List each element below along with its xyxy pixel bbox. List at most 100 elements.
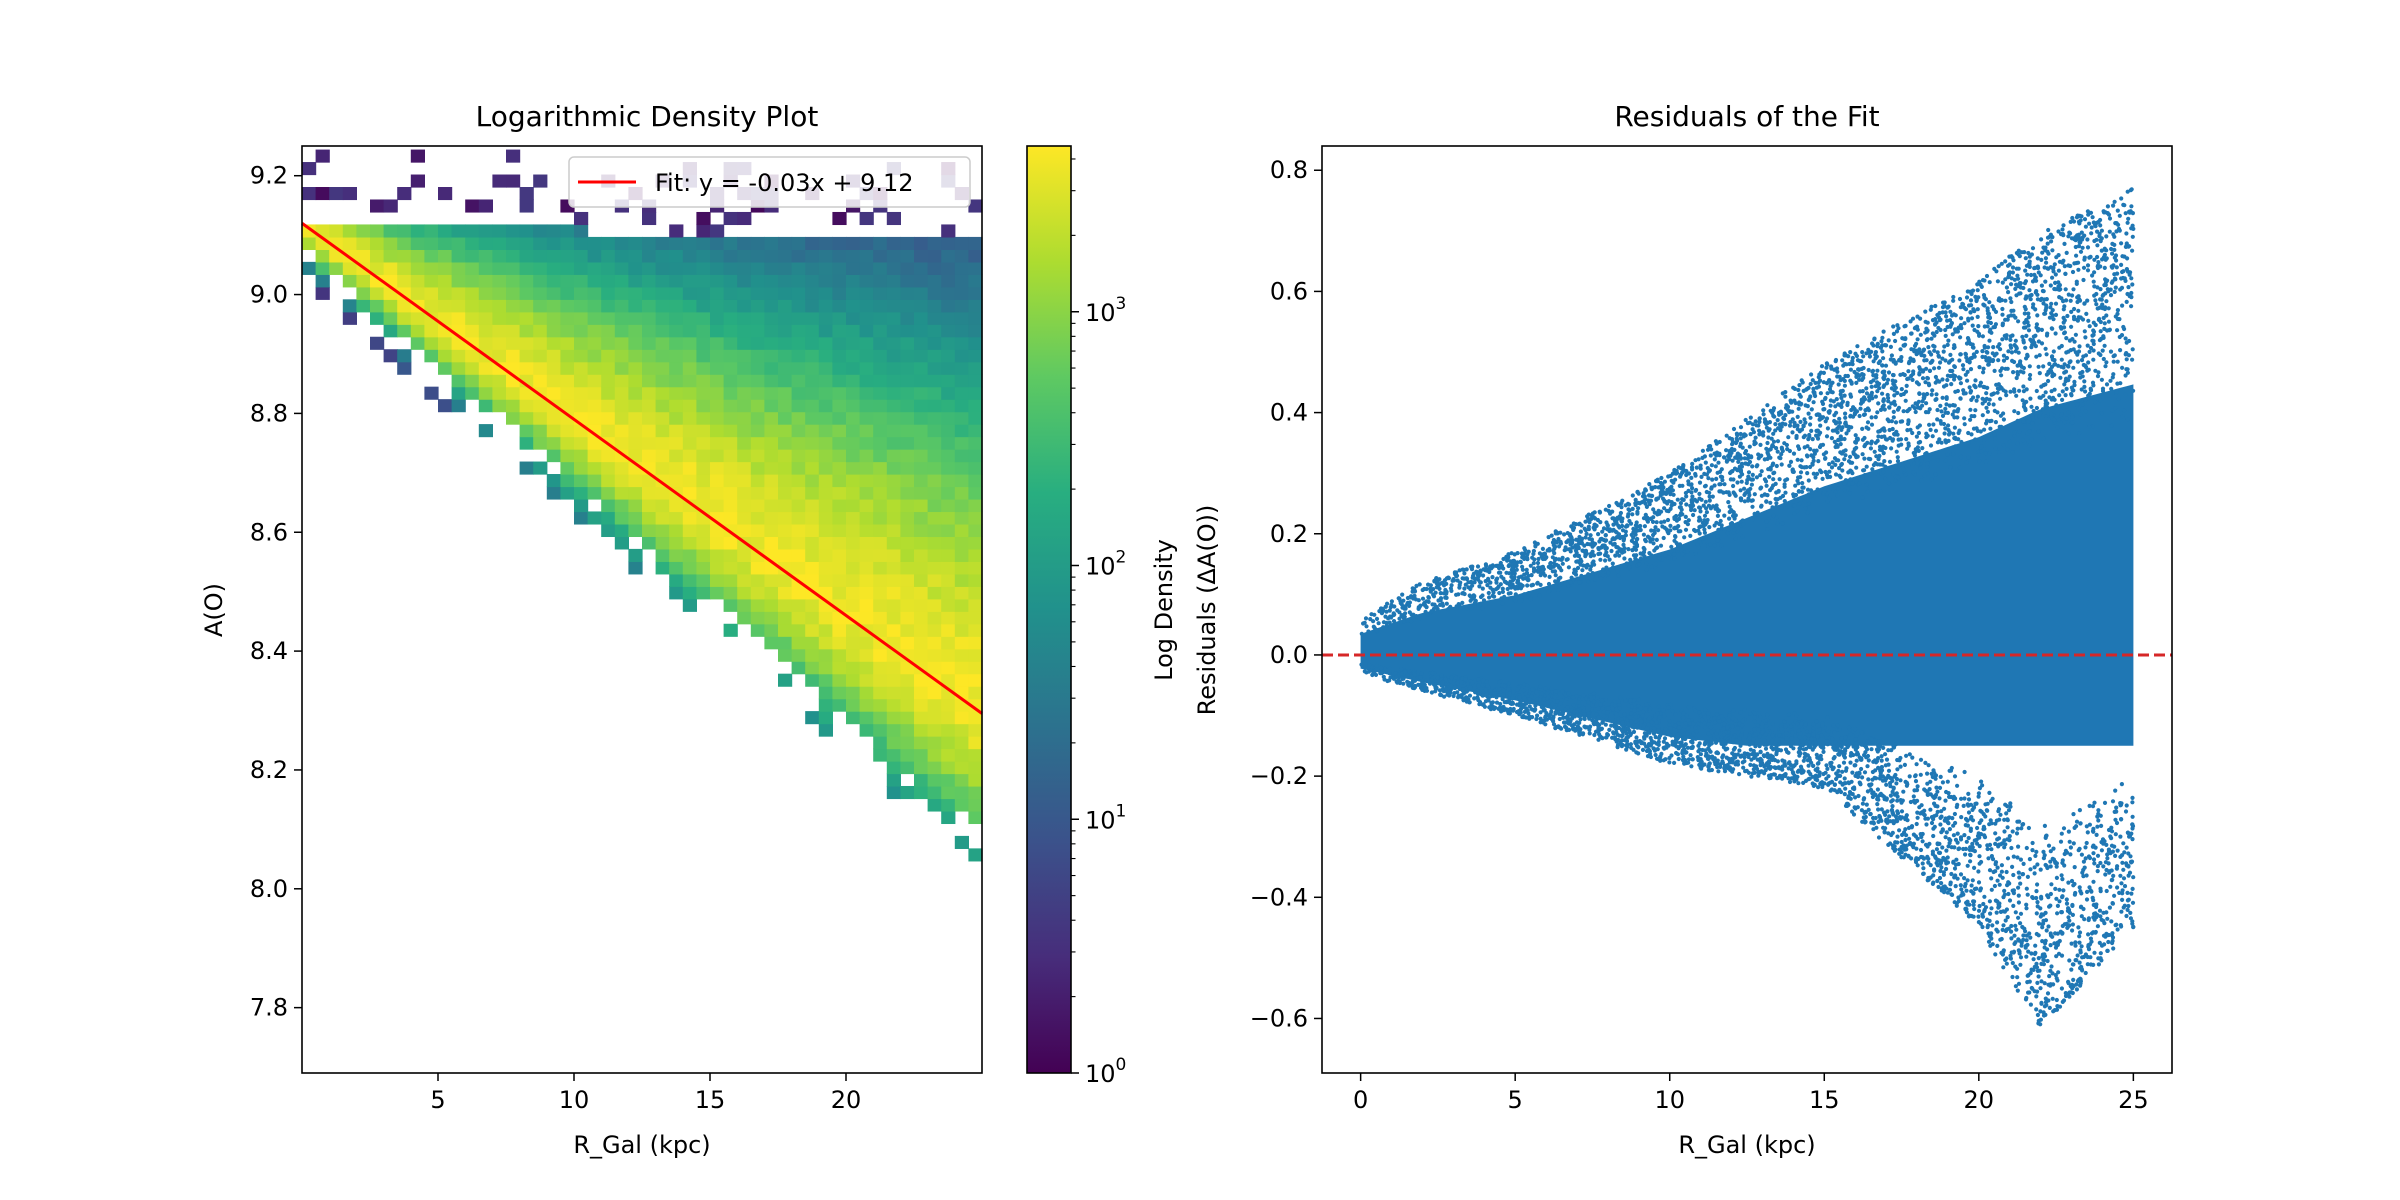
residual-point bbox=[1507, 711, 1512, 716]
residual-point bbox=[1920, 861, 1925, 866]
residual-point bbox=[1995, 878, 2000, 883]
residual-point bbox=[2011, 370, 2016, 375]
density-cell bbox=[438, 187, 453, 201]
residual-point bbox=[1591, 699, 1597, 704]
density-cell bbox=[696, 274, 711, 288]
residual-point bbox=[1467, 693, 1473, 698]
residual-point bbox=[1464, 606, 1469, 611]
density-cell bbox=[315, 286, 330, 300]
residual-point bbox=[1672, 556, 1677, 561]
residual-point bbox=[2034, 889, 2039, 894]
density-cell bbox=[900, 561, 915, 575]
residual-point bbox=[1935, 350, 1940, 355]
density-cell bbox=[519, 224, 534, 238]
density-cell bbox=[900, 236, 915, 250]
residual-point bbox=[1720, 478, 1725, 483]
density-cell bbox=[696, 436, 711, 450]
residual-point bbox=[1846, 739, 1851, 744]
density-cell bbox=[791, 636, 806, 650]
density-cell bbox=[410, 336, 425, 350]
density-cell bbox=[669, 336, 684, 350]
residual-point bbox=[1713, 464, 1718, 469]
residual-point bbox=[1633, 497, 1638, 502]
density-cell bbox=[655, 349, 670, 363]
density-cell bbox=[750, 548, 765, 562]
residual-point bbox=[2021, 384, 2026, 389]
density-cell bbox=[614, 374, 629, 388]
density-cell bbox=[342, 274, 357, 288]
residual-point bbox=[2130, 800, 2135, 805]
density-cell bbox=[601, 311, 616, 325]
density-cell bbox=[954, 561, 969, 575]
residual-point bbox=[1490, 593, 1495, 599]
residual-point bbox=[1994, 910, 1999, 915]
density-cell bbox=[941, 598, 956, 612]
density-cell bbox=[546, 436, 561, 450]
density-cell bbox=[954, 785, 969, 800]
density-cell bbox=[465, 336, 480, 350]
density-cell bbox=[818, 336, 833, 350]
density-cell bbox=[696, 536, 711, 550]
residual-point bbox=[1588, 533, 1593, 538]
density-cell bbox=[941, 249, 956, 263]
density-cell bbox=[750, 336, 765, 350]
residual-point bbox=[2103, 364, 2108, 369]
density-cell bbox=[914, 498, 929, 513]
residual-point bbox=[2055, 903, 2060, 909]
residual-point bbox=[2086, 318, 2091, 323]
density-cell bbox=[519, 386, 534, 400]
residual-point bbox=[2085, 343, 2090, 348]
density-cell bbox=[737, 349, 752, 363]
residual-point bbox=[2078, 371, 2083, 376]
density-cell bbox=[655, 424, 670, 438]
density-cell bbox=[859, 436, 874, 450]
density-cell bbox=[954, 711, 969, 725]
residual-point bbox=[1868, 787, 1874, 793]
density-cell bbox=[750, 598, 765, 612]
residual-point bbox=[1816, 459, 1821, 464]
residual-point bbox=[1873, 384, 1878, 389]
density-cell bbox=[886, 586, 901, 600]
residual-point bbox=[1917, 370, 1922, 376]
y-tick-label: 8.4 bbox=[250, 637, 288, 665]
density-cell bbox=[655, 511, 670, 525]
residual-point bbox=[1890, 804, 1895, 809]
residual-point bbox=[1626, 547, 1631, 552]
density-cell bbox=[818, 411, 833, 425]
residual-point bbox=[1902, 762, 1907, 768]
density-cell bbox=[968, 536, 983, 550]
density-cell bbox=[682, 436, 697, 450]
density-cell bbox=[669, 536, 684, 550]
density-cell bbox=[438, 249, 453, 263]
residual-point bbox=[2098, 860, 2103, 866]
residual-point bbox=[1886, 338, 1891, 343]
residual-point bbox=[2130, 282, 2135, 287]
density-cell bbox=[914, 698, 929, 712]
density-cell bbox=[519, 336, 534, 350]
residual-point bbox=[2085, 263, 2091, 268]
density-cell bbox=[941, 449, 956, 463]
density-cell bbox=[356, 286, 371, 300]
residual-point bbox=[1957, 358, 1962, 363]
residual-point bbox=[1583, 535, 1588, 540]
density-cell bbox=[968, 611, 983, 625]
density-cell bbox=[954, 611, 969, 625]
density-cell bbox=[750, 474, 765, 488]
density-cell bbox=[846, 461, 861, 475]
residual-point bbox=[1944, 848, 1949, 853]
density-cell bbox=[764, 361, 779, 375]
density-cell bbox=[941, 436, 956, 450]
residual-point bbox=[1594, 712, 1599, 717]
density-cell bbox=[696, 361, 711, 375]
residual-point bbox=[1700, 448, 1705, 453]
residual-point bbox=[2026, 949, 2031, 954]
residual-point bbox=[1898, 372, 1903, 377]
density-cell bbox=[370, 286, 385, 300]
density-cell bbox=[873, 274, 888, 288]
residual-point bbox=[2043, 346, 2048, 351]
residual-point bbox=[1837, 764, 1842, 769]
density-cell bbox=[642, 361, 657, 375]
residual-point bbox=[2022, 250, 2027, 255]
density-cell bbox=[914, 386, 929, 400]
residual-point bbox=[1783, 478, 1788, 483]
